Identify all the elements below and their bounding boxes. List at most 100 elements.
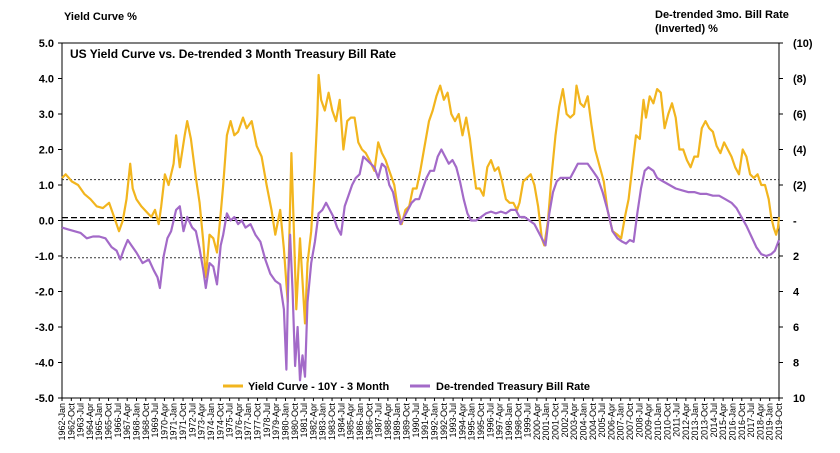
x-tick-label: 2013-Jan: [690, 403, 700, 441]
x-tick-label: 1964-Apr: [85, 403, 95, 440]
x-tick-label: 1974-Oct: [215, 403, 225, 441]
x-tick-label: 1977-Jan: [243, 403, 253, 441]
legend: Yield Curve - 10Y - 3 Month De-trended T…: [223, 381, 590, 393]
left-tick-label: 1.0: [39, 180, 54, 192]
x-tick-label: 2002-Jul: [560, 403, 570, 438]
series-line-0: [61, 73, 781, 325]
x-tick-label: 1984-Jul: [336, 403, 346, 438]
x-tick-label: 1990-Jul: [411, 403, 421, 438]
x-tick-label: 1993-Jul: [448, 403, 458, 438]
x-tick-label: 2011-Jul: [672, 403, 682, 437]
x-tick-label: 2010-Oct: [662, 403, 672, 441]
x-tick-label: 2005-Jul: [597, 403, 607, 438]
x-tick-label: 1986-Jan: [355, 403, 365, 441]
left-tick-label: -3.0: [35, 322, 54, 334]
x-tick-label: 1970-Apr: [159, 403, 169, 440]
left-tick-label: 5.0: [39, 38, 54, 50]
left-axis-label: Yield Curve %: [64, 11, 137, 23]
x-tick-label: 1965-Oct: [104, 403, 114, 441]
chart-title: US Yield Curve vs. De-trended 3 Month Tr…: [70, 47, 396, 61]
x-tick-label: 1998-Oct: [513, 403, 523, 441]
right-tick-label: -: [793, 216, 797, 228]
x-tick-label: 1983-Jan: [318, 403, 328, 441]
x-tick-label: 1989-Oct: [402, 403, 412, 441]
x-tick-label: 2001-Oct: [551, 403, 561, 441]
x-tick-label: 1980-Jan: [280, 403, 290, 441]
x-tick-label: 1997-Apr: [495, 403, 505, 440]
right-axis-label-line2: (Inverted) %: [655, 23, 718, 35]
x-tick-label: 1999-Jul: [523, 403, 533, 438]
x-tick-label: 1963-Jul: [76, 403, 86, 438]
right-tick-label: (10): [793, 38, 813, 50]
x-tick-label: 1969-Jul: [150, 403, 160, 438]
x-tick-label: 1971-Oct: [178, 403, 188, 441]
x-tick-label: 2012-Apr: [681, 403, 691, 440]
x-ticks: 1962-Jan 1962-Oct 1963-Jul 1964-Apr 1965-Jan…: [57, 398, 784, 441]
x-tick-label: 2007-Oct: [625, 403, 635, 441]
x-tick-label: 2018-Apr: [755, 403, 765, 440]
x-tick-label: 2006-Apr: [606, 403, 616, 440]
x-tick-label: 1992-Jan: [429, 403, 439, 441]
x-tick-label: 1995-Oct: [476, 403, 486, 441]
right-tick-label: 2: [793, 251, 799, 263]
left-tick-label: -1.0: [35, 251, 54, 263]
x-tick-label: 2009-Apr: [644, 403, 654, 440]
x-tick-label: 1988-Apr: [383, 403, 393, 440]
right-y-ticks: (10) (8) (6) (4) (2) - 2 4 6 8 10: [779, 38, 813, 405]
x-tick-label: 1987-Jul: [374, 403, 384, 438]
right-tick-label: (6): [793, 109, 807, 121]
x-tick-label: 1995-Jan: [467, 403, 477, 441]
x-tick-label: 2019-Oct: [774, 403, 784, 441]
legend-label-yield-curve: Yield Curve - 10Y - 3 Month: [248, 381, 389, 393]
x-tick-label: 2004-Oct: [588, 403, 598, 441]
x-tick-label: 2013-Oct: [700, 403, 710, 441]
x-tick-label: 1986-Oct: [364, 403, 374, 441]
x-tick-label: 2003-Apr: [569, 403, 579, 440]
x-tick-label: 1980-Oct: [290, 403, 300, 441]
x-tick-label: 1989-Jan: [392, 403, 402, 441]
x-tick-label: 2010-Jan: [653, 403, 663, 441]
left-y-ticks: 5.0 4.0 3.0 2.0 1.0 0.0 -1.0 -2.0 -3.0 -4.0 -5.0: [35, 38, 62, 405]
x-tick-label: 1991-Apr: [420, 403, 430, 440]
x-tick-label: 1975-Jul: [225, 403, 235, 438]
x-tick-label: 2000-Apr: [532, 403, 542, 440]
x-tick-label: 2017-Jul: [746, 403, 756, 438]
x-tick-label: 1973-Apr: [197, 403, 207, 440]
x-tick-label: 2004-Jan: [578, 403, 588, 441]
x-tick-label: 1967-Apr: [122, 403, 132, 440]
x-tick-label: 1983-Oct: [327, 403, 337, 441]
x-tick-label: 1968-Jan: [131, 403, 141, 441]
right-tick-label: 4: [793, 287, 800, 299]
series-group: [61, 73, 781, 382]
left-tick-label: -2.0: [35, 287, 54, 299]
left-tick-label: -4.0: [35, 358, 54, 370]
right-tick-label: (2): [793, 180, 807, 192]
x-tick-label: 2007-Jan: [616, 403, 626, 441]
right-tick-label: 10: [793, 393, 805, 405]
x-tick-label: 1968-Oct: [141, 403, 151, 441]
left-tick-label: 4.0: [39, 74, 54, 86]
x-tick-label: 1974-Jan: [206, 403, 216, 441]
x-tick-label: 1996-Jul: [485, 403, 495, 438]
x-tick-label: 1962-Oct: [66, 403, 76, 441]
right-tick-label: (4): [793, 145, 807, 157]
left-tick-label: -5.0: [35, 393, 54, 405]
x-tick-label: 2008-Jul: [634, 403, 644, 438]
x-tick-label: 1992-Oct: [439, 403, 449, 441]
x-tick-label: 1971-Jan: [169, 403, 179, 441]
series-line-1: [61, 148, 781, 382]
x-tick-label: 1998-Jan: [504, 403, 514, 441]
x-tick-label: 1978-Jul: [262, 403, 272, 438]
legend-label-tbill: De-trended Treasury Bill Rate: [436, 381, 590, 393]
right-tick-label: 6: [793, 322, 799, 334]
x-tick-label: 2001-Jan: [541, 403, 551, 441]
right-tick-label: (8): [793, 74, 807, 86]
x-tick-label: 2014-Jul: [709, 403, 719, 438]
left-tick-label: 0.0: [39, 216, 54, 228]
x-tick-label: 1976-Apr: [234, 403, 244, 440]
x-tick-label: 2015-Apr: [718, 403, 728, 440]
right-axis-label-line1: De-trended 3mo. Bill Rate: [655, 9, 789, 21]
x-tick-label: 1965-Jan: [94, 403, 104, 441]
x-tick-label: 2016-Oct: [737, 403, 747, 441]
